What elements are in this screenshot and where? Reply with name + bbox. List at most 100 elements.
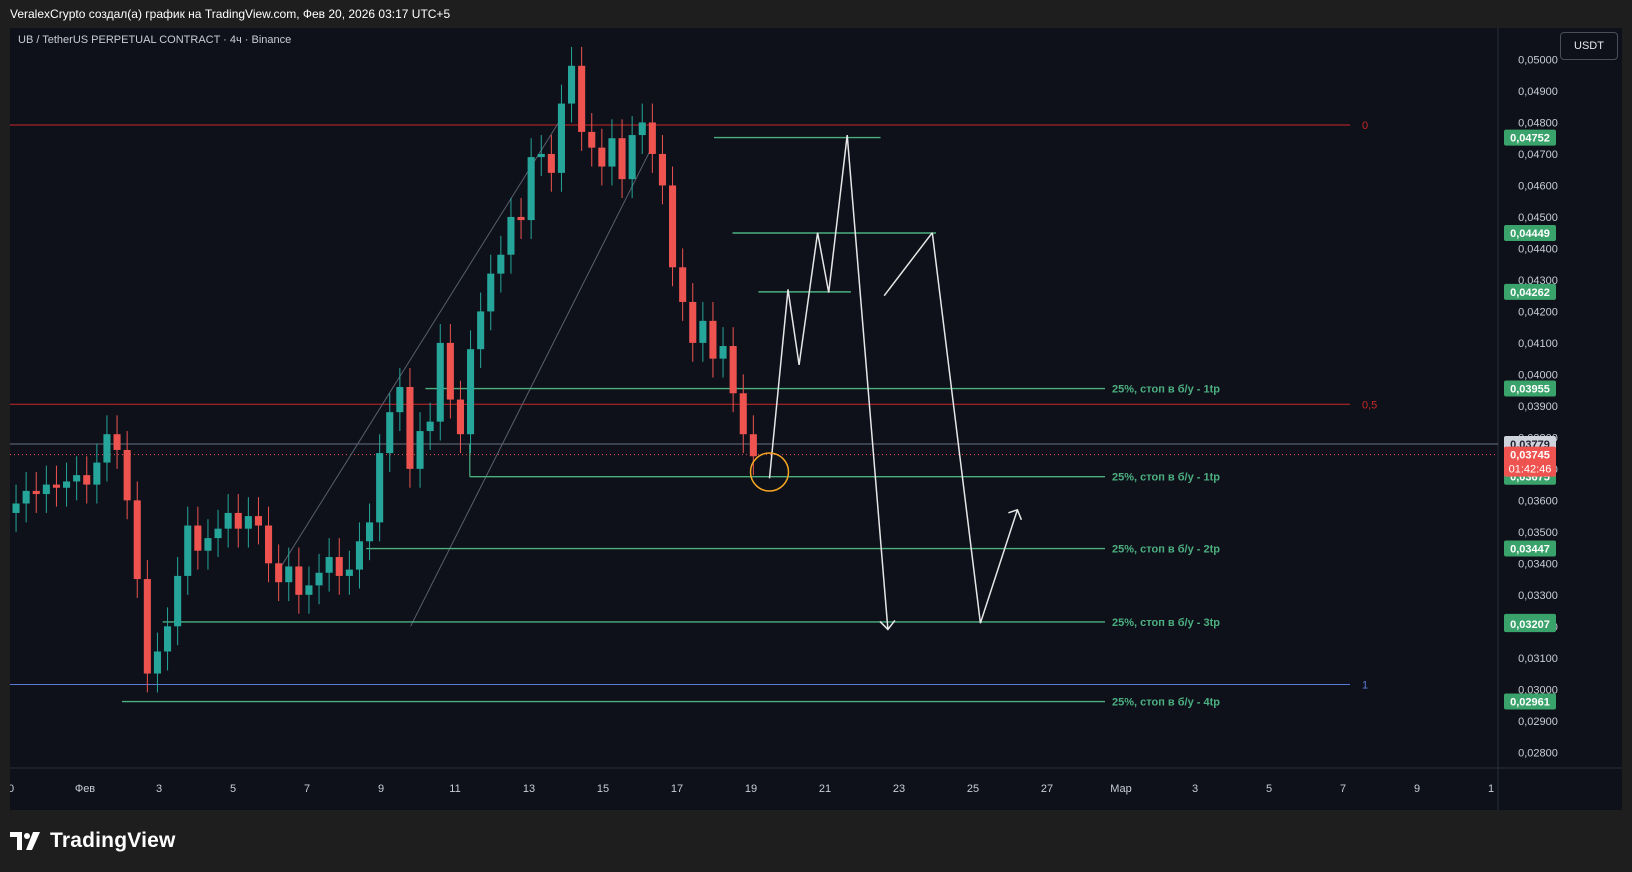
- y-tick-label: 0,04200: [1518, 306, 1558, 318]
- y-tick-label: 0,04600: [1518, 180, 1558, 192]
- x-tick-label: 5: [1266, 783, 1272, 795]
- candle-body: [83, 475, 91, 485]
- candle-body: [285, 566, 293, 583]
- x-tick-label: 11: [449, 783, 460, 795]
- y-tick-label: 0,04000: [1518, 369, 1558, 381]
- candle-body: [214, 528, 222, 539]
- y-tick-label: 0,03000: [1518, 684, 1558, 696]
- price-badge-bg: [1504, 129, 1556, 146]
- tradingview-logo-icon: [10, 832, 40, 850]
- projection-path: [768, 135, 889, 630]
- candle-body: [568, 65, 576, 104]
- channel-upper-line: [280, 122, 560, 567]
- candle-body: [325, 557, 333, 573]
- candle-body: [588, 131, 596, 148]
- y-tick-label: 0,04800: [1518, 117, 1558, 129]
- candle-body: [749, 434, 757, 457]
- price-badge: 0,03955: [1510, 384, 1550, 396]
- candle-body: [305, 585, 313, 595]
- chart-canvas[interactable]: 0,028000,029000,030000,031000,032000,033…: [10, 28, 1622, 810]
- candle-body: [174, 575, 182, 627]
- candle-body: [638, 122, 646, 136]
- projection-arrow-up-icon: [1008, 508, 1023, 521]
- candle-body: [396, 386, 404, 413]
- candle-body: [416, 431, 424, 469]
- current-price-badge-bg: [1504, 446, 1556, 477]
- x-tick-label: 21: [819, 783, 831, 795]
- candle-body: [709, 320, 717, 359]
- candle-body: [295, 566, 303, 595]
- candle-body: [204, 538, 212, 551]
- target-level-label: 25%, стоп в б/у - 2tp: [1112, 544, 1220, 556]
- candle-body: [103, 434, 111, 463]
- x-tick-label: 1: [1488, 783, 1494, 795]
- y-tick-label: 0,04400: [1518, 243, 1558, 255]
- price-badge-bg: [1504, 283, 1556, 300]
- y-tick-label: 0,02900: [1518, 716, 1558, 728]
- candle-body: [477, 311, 485, 350]
- candle-body: [73, 475, 81, 482]
- chart-title: VeralexCrypto создал(а) график на Tradin…: [10, 7, 451, 21]
- candle-body: [275, 563, 283, 583]
- candle-body: [557, 103, 565, 173]
- x-tick-label: 3: [156, 783, 162, 795]
- y-tick-label: 0,03400: [1518, 558, 1558, 570]
- candle-body: [689, 301, 697, 343]
- candle-body: [164, 626, 172, 652]
- brand-name: TradingView: [50, 829, 176, 852]
- price-badge-bg: [1504, 693, 1556, 710]
- candle-body: [113, 434, 121, 450]
- price-badge: 0,03447: [1510, 544, 1550, 556]
- target-level-label: 25%, стоп в б/у - 1tp: [1112, 384, 1220, 396]
- candle-body: [133, 500, 141, 580]
- price-badge: 0,02961: [1510, 697, 1550, 709]
- price-badge: 0,04449: [1510, 228, 1550, 240]
- title-bar: VeralexCrypto создал(а) график на Tradin…: [0, 0, 1632, 28]
- candle-body: [153, 651, 161, 674]
- candle-body: [679, 267, 687, 302]
- x-tick-label: 5: [230, 783, 236, 795]
- x-tick-label: 9: [378, 783, 384, 795]
- currency-selector[interactable]: USDT: [1560, 32, 1618, 60]
- target-level-label: 25%, стоп в б/у - 3tp: [1112, 617, 1220, 629]
- candle-body: [467, 349, 475, 435]
- candle-body: [123, 449, 131, 501]
- y-tick-label: 0,03300: [1518, 590, 1558, 602]
- candle-body: [446, 342, 454, 400]
- candle-body: [618, 138, 626, 180]
- candle-body: [406, 386, 414, 469]
- x-tick-label: 19: [745, 783, 757, 795]
- y-tick-label: 0,05000: [1518, 54, 1558, 66]
- candle-body: [426, 421, 434, 432]
- y-tick-label: 0,03500: [1518, 527, 1558, 539]
- candle-body: [335, 557, 343, 576]
- x-tick-label: Фев: [75, 783, 95, 795]
- channel-lower-line: [410, 141, 656, 627]
- candle-body: [487, 273, 495, 312]
- candle-body: [497, 254, 505, 274]
- x-tick-label: Мар: [1110, 783, 1132, 795]
- x-tick-label: 23: [893, 783, 905, 795]
- y-tick-label: 0,04700: [1518, 149, 1558, 161]
- candle-body: [386, 412, 394, 454]
- candle-body: [224, 512, 232, 529]
- fib-level-label: 1: [1362, 680, 1368, 692]
- target-level-label: 25%, стоп в б/у - 4tp: [1112, 697, 1220, 709]
- candle-body: [52, 484, 60, 488]
- price-badge-bg: [1504, 540, 1556, 557]
- candle-body: [507, 216, 515, 255]
- footer: [0, 810, 1632, 872]
- candle-body: [608, 138, 616, 167]
- candle-body: [658, 153, 666, 186]
- chart-frame[interactable]: 0,028000,029000,030000,031000,032000,033…: [10, 28, 1622, 810]
- candle-body: [547, 153, 555, 173]
- x-tick-label: 25: [967, 783, 979, 795]
- candle-body: [63, 481, 71, 488]
- candle-body: [517, 216, 525, 221]
- price-badge-bg: [1504, 616, 1556, 633]
- x-tick-label: 27: [1041, 783, 1053, 795]
- candle-body: [648, 122, 656, 154]
- x-tick-label: 3: [1192, 783, 1198, 795]
- candle-body: [719, 346, 727, 359]
- candle-body: [598, 147, 606, 167]
